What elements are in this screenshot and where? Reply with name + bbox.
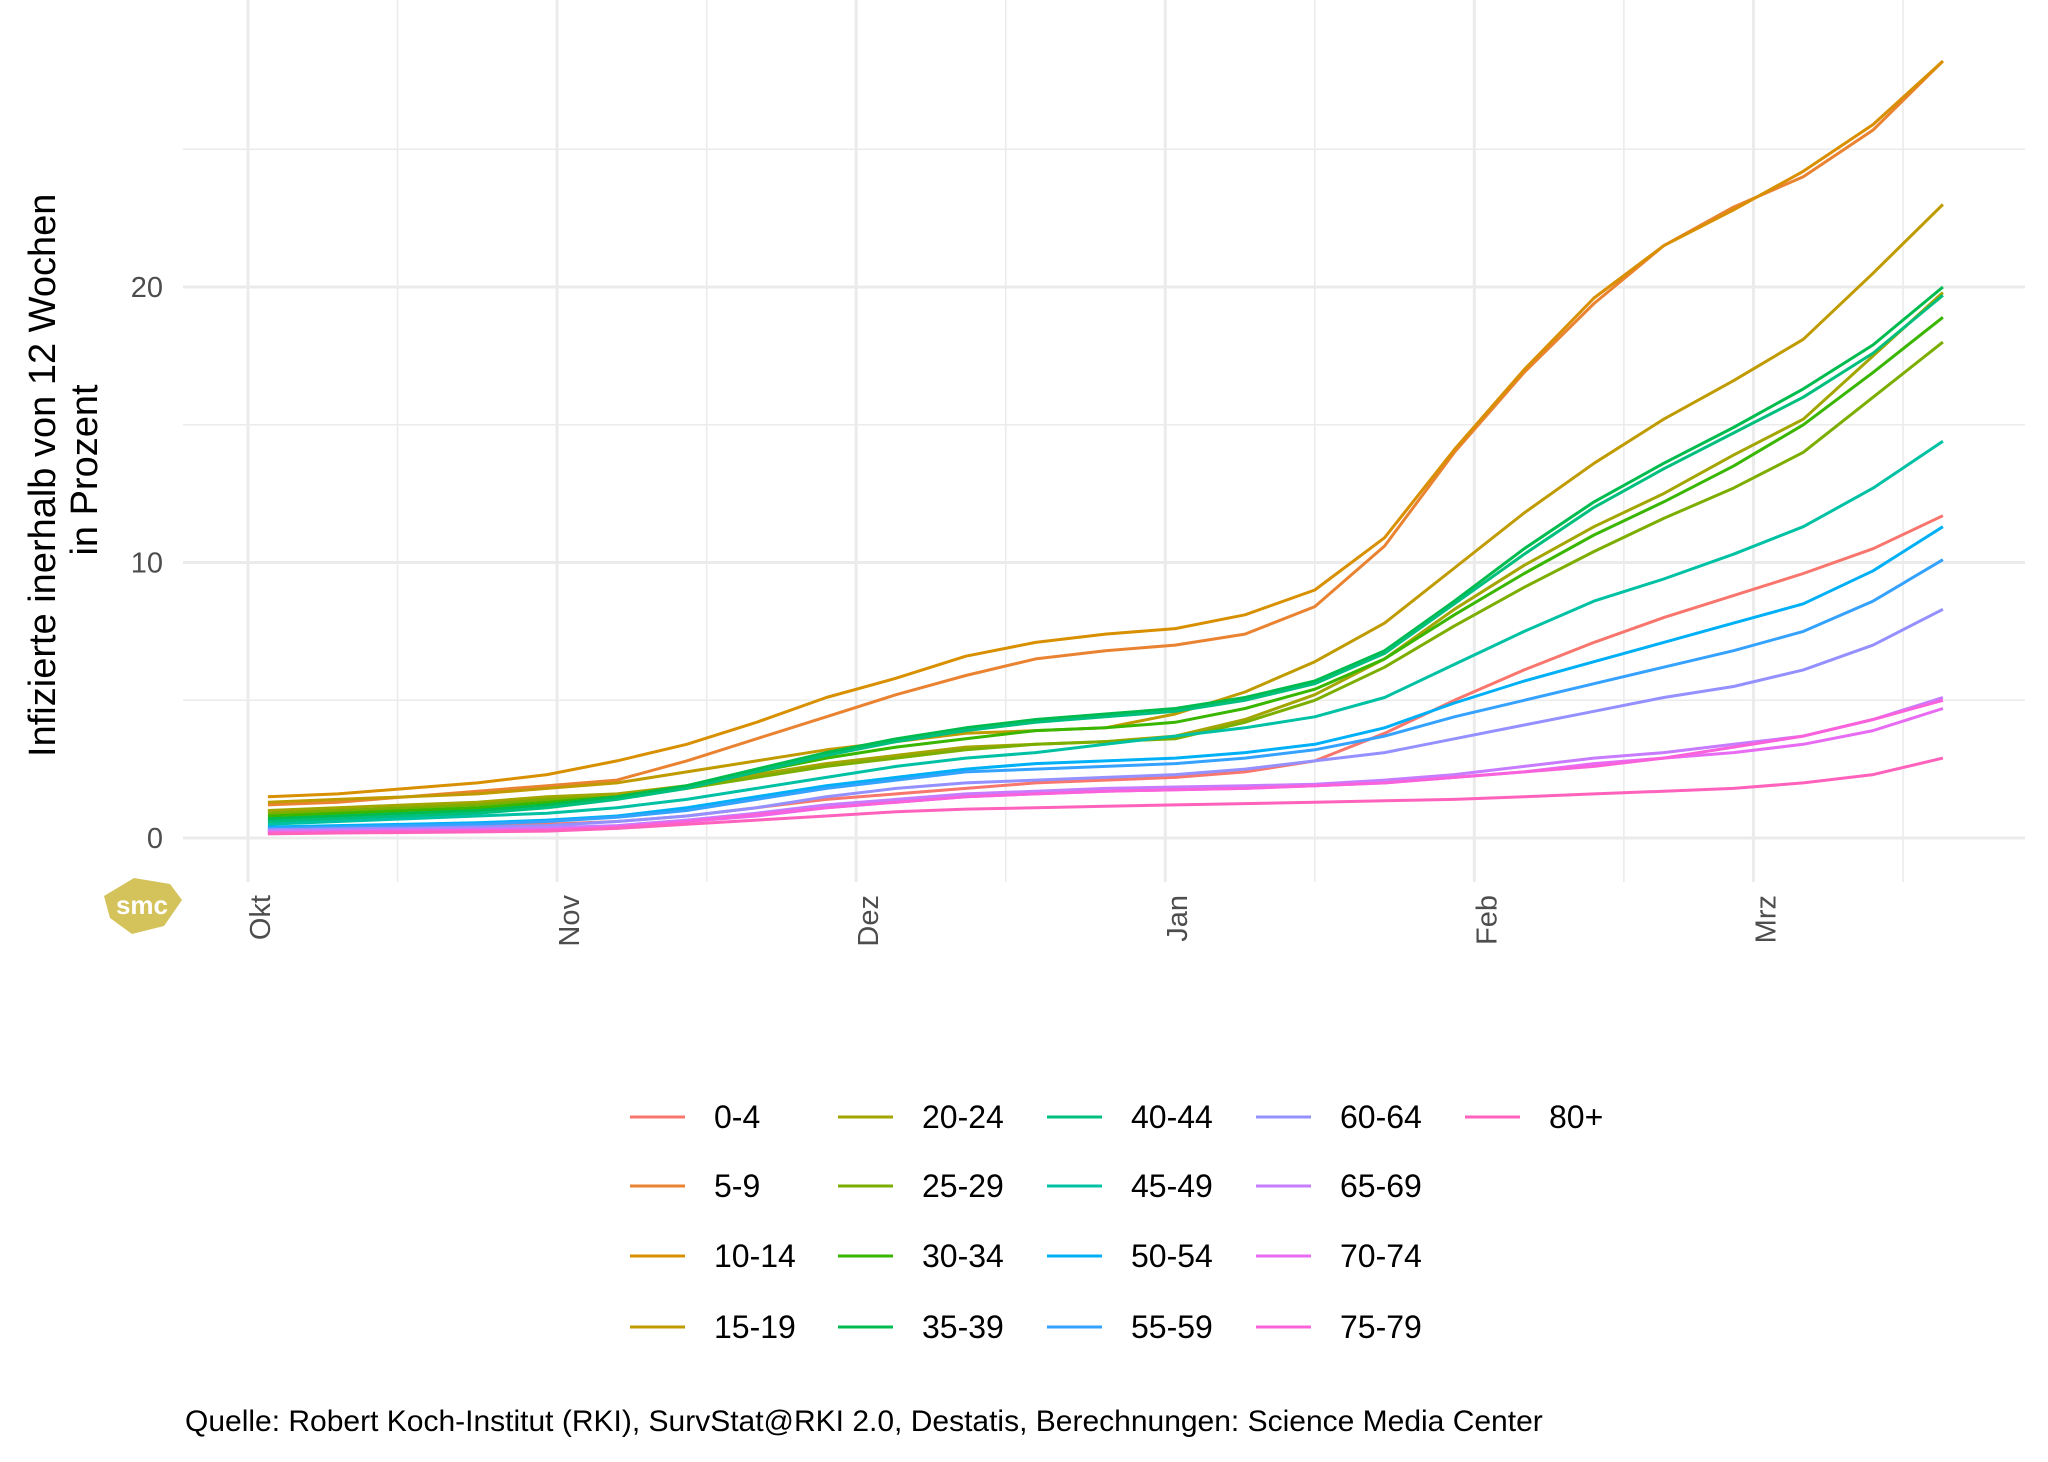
legend-item-70-74: 70-74 — [1256, 1238, 1422, 1274]
smc-logo: smc — [104, 878, 182, 934]
legend-label: 30-34 — [922, 1238, 1004, 1274]
x-tick-label: Dez — [853, 895, 885, 947]
y-axis-title-line-1: Infizierte inerhalb von 12 Wochen — [22, 194, 64, 757]
legend-item-65-69: 65-69 — [1256, 1168, 1422, 1204]
legend-label: 75-79 — [1340, 1309, 1422, 1345]
series-line-40-44 — [267, 294, 1944, 823]
legend-label: 15-19 — [714, 1309, 796, 1345]
legend-item-40-44: 40-44 — [1047, 1099, 1213, 1135]
series-lines — [267, 59, 1944, 836]
legend-item-0-4: 0-4 — [630, 1099, 760, 1135]
legend-label: 45-49 — [1131, 1168, 1213, 1204]
legend-label: 25-29 — [922, 1168, 1004, 1204]
series-line-60-64 — [267, 607, 1944, 832]
legend-label: 35-39 — [922, 1309, 1004, 1345]
x-tick-label: Nov — [554, 895, 586, 947]
legend-label: 60-64 — [1340, 1099, 1422, 1135]
grid — [183, 0, 2025, 882]
legend-item-75-79: 75-79 — [1256, 1309, 1422, 1345]
legend-item-35-39: 35-39 — [838, 1309, 1004, 1345]
y-tick-label: 0 — [147, 823, 163, 855]
logo-icon — [104, 878, 182, 934]
legend-item-15-19: 15-19 — [630, 1309, 796, 1345]
legend-item-25-29: 25-29 — [838, 1168, 1004, 1204]
series-line-30-34 — [267, 316, 1944, 818]
legend-item-30-34: 30-34 — [838, 1238, 1004, 1274]
x-tick-label: Jan — [1162, 895, 1194, 942]
legend-item-10-14: 10-14 — [630, 1238, 796, 1274]
x-axis-ticks: Okt Nov Dez Jan Feb Mrz — [245, 895, 1782, 947]
legend: 0-4 5-9 10-14 15-19 20-24 25-29 30-34 35-39 40-4… — [630, 1099, 1603, 1345]
source-caption: Quelle: Robert Koch-Institut (RKI), Surv… — [185, 1405, 1543, 1438]
legend-label: 50-54 — [1131, 1238, 1213, 1274]
x-tick-label: Okt — [245, 895, 277, 940]
series-line-45-49 — [267, 440, 1944, 826]
legend-item-60-64: 60-64 — [1256, 1099, 1422, 1135]
series-line-80+ — [267, 756, 1944, 836]
series-line-35-39 — [267, 285, 1944, 821]
series-line-25-29 — [267, 340, 1944, 815]
legend-label: 55-59 — [1131, 1309, 1213, 1345]
y-axis-ticks: 0 10 20 — [131, 272, 163, 855]
y-axis-title-line-2: in Prozent — [64, 384, 106, 556]
legend-item-50-54: 50-54 — [1047, 1238, 1213, 1274]
x-tick-label: Feb — [1471, 895, 1503, 945]
legend-label: 5-9 — [714, 1168, 760, 1204]
legend-label: 65-69 — [1340, 1168, 1422, 1204]
series-line-55-59 — [267, 558, 1944, 830]
x-tick-label: Mrz — [1750, 895, 1782, 943]
y-axis-title: Infizierte inerhalb von 12 Wochen in Pro… — [22, 183, 106, 757]
series-line-10-14 — [267, 59, 1944, 799]
legend-label: 10-14 — [714, 1238, 796, 1274]
legend-label: 40-44 — [1131, 1099, 1213, 1135]
y-tick-label: 20 — [131, 272, 163, 304]
legend-label: 20-24 — [922, 1099, 1004, 1135]
legend-item-5-9: 5-9 — [630, 1168, 760, 1204]
series-line-20-24 — [267, 291, 1944, 812]
legend-label: 70-74 — [1340, 1238, 1422, 1274]
series-line-65-69 — [267, 696, 1944, 833]
series-line-50-54 — [267, 525, 1944, 829]
legend-item-80+: 80+ — [1465, 1099, 1603, 1135]
logo-text: smc — [116, 890, 168, 920]
legend-item-55-59: 55-59 — [1047, 1309, 1213, 1345]
legend-item-45-49: 45-49 — [1047, 1168, 1213, 1204]
legend-label: 0-4 — [714, 1099, 760, 1135]
y-tick-label: 10 — [131, 548, 163, 580]
legend-label: 80+ — [1549, 1099, 1603, 1135]
legend-item-20-24: 20-24 — [838, 1099, 1004, 1135]
